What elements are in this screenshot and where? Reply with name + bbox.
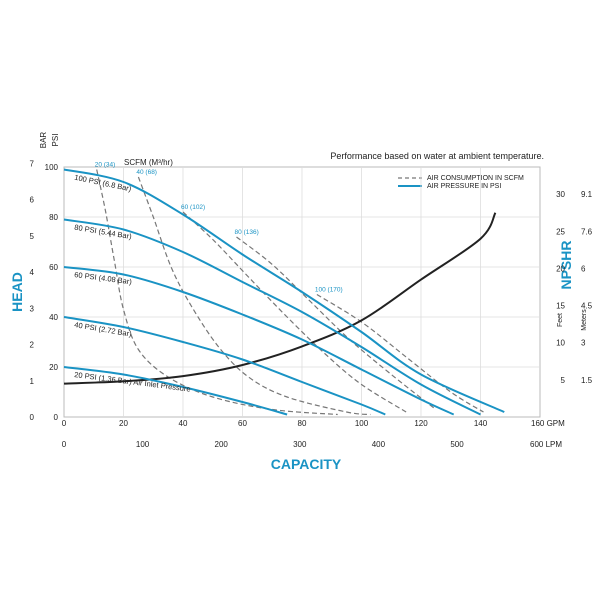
npshr-tick-feet: 20 (556, 264, 565, 273)
air-consumption-curve (182, 211, 407, 413)
x-tick-gpm: 40 (179, 419, 188, 428)
air-consumption-label: 100 (170) (315, 287, 343, 294)
capacity-axis-title: CAPACITY (271, 456, 342, 472)
head-axis-title: HEAD (9, 272, 25, 312)
npshr-tick-meters: 3 (581, 339, 586, 348)
lpm-unit-label: 600 LPM (530, 440, 562, 449)
x-tick-gpm: 120 (414, 419, 428, 428)
x-tick-gpm: 60 (238, 419, 247, 428)
performance-note: Performance based on water at ambient te… (330, 151, 544, 161)
y-tick-bar: 2 (30, 341, 35, 350)
y-tick-psi: 80 (49, 213, 58, 222)
air-consumption-label: 80 (136) (235, 229, 259, 236)
npshr-tick-meters: 9.1 (581, 190, 593, 199)
npshr-curve (63, 212, 497, 385)
npshr-tick-feet: 15 (556, 302, 565, 311)
feet-unit: Feet (557, 313, 564, 327)
x-tick-gpm: 80 (298, 419, 307, 428)
air-pressure-curve (63, 366, 288, 416)
x-tick-gpm: 0 (62, 419, 67, 428)
x-tick-gpm: 20 (119, 419, 128, 428)
npshr-tick-feet: 5 (561, 376, 566, 385)
x-tick-lpm: 500 (450, 440, 464, 449)
air-pressure-curve (63, 316, 386, 416)
y-tick-psi: 20 (49, 363, 58, 372)
x-tick-lpm: 200 (215, 440, 229, 449)
x-tick-lpm: 300 (293, 440, 307, 449)
npshr-tick-feet: 30 (556, 190, 565, 199)
y-tick-psi: 40 (49, 313, 58, 322)
y-tick-bar: 1 (30, 377, 35, 386)
npshr-tick-meters: 6 (581, 264, 586, 273)
y-tick-psi: 100 (45, 163, 59, 172)
npshr-tick-feet: 10 (556, 339, 565, 348)
y-tick-bar: 3 (30, 304, 35, 313)
bar-axis-title: BAR (39, 132, 48, 149)
x-tick-lpm: 400 (372, 440, 386, 449)
y-tick-psi: 0 (54, 413, 59, 422)
y-tick-psi: 60 (49, 263, 58, 272)
air-pressure-curve (63, 266, 455, 416)
air-pressure-label: 60 PSI (4.08 Bar) (74, 270, 133, 286)
x-tick-gpm: 140 (474, 419, 488, 428)
legend-air-pressure: AIR PRESSURE IN PSI (427, 183, 501, 190)
x-tick-lpm: 0 (62, 440, 67, 449)
air-consumption-curve (316, 293, 484, 413)
air-consumption-label: 60 (102) (181, 204, 205, 211)
air-pressure-curve (63, 218, 481, 416)
y-tick-bar: 5 (30, 232, 35, 241)
y-tick-bar: 6 (30, 196, 35, 205)
meters-unit: Meters (581, 309, 588, 331)
air-consumption-label: 40 (68) (136, 169, 157, 176)
x-tick-lpm: 100 (136, 440, 150, 449)
air-pressure-curve (63, 168, 505, 413)
legend: AIR CONSUMPTION IN SCFM AIR PRESSURE IN … (398, 175, 524, 190)
air-consumption-curve (137, 176, 371, 416)
y-tick-bar: 0 (30, 413, 35, 422)
npshr-tick-feet: 25 (556, 227, 565, 236)
x-tick-gpm: 100 (355, 419, 369, 428)
npshr-tick-meters: 4.5 (581, 302, 593, 311)
gpm-unit-label: 160 GPM (531, 419, 565, 428)
air-consumption-label: 20 (34) (95, 162, 116, 169)
series (63, 168, 505, 416)
y-tick-bar: 4 (30, 268, 35, 277)
npshr-tick-meters: 7.6 (581, 227, 593, 236)
legend-air-consumption: AIR CONSUMPTION IN SCFM (427, 175, 524, 182)
psi-axis-title: PSI (51, 134, 60, 147)
y-tick-bar: 7 (30, 159, 35, 168)
npshr-tick-meters: 1.5 (581, 376, 593, 385)
scfm-header: SCFM (M³/hr) (124, 158, 173, 167)
air-consumption-curve (236, 236, 437, 410)
npshr-axis-title: NPSHR (558, 240, 574, 289)
